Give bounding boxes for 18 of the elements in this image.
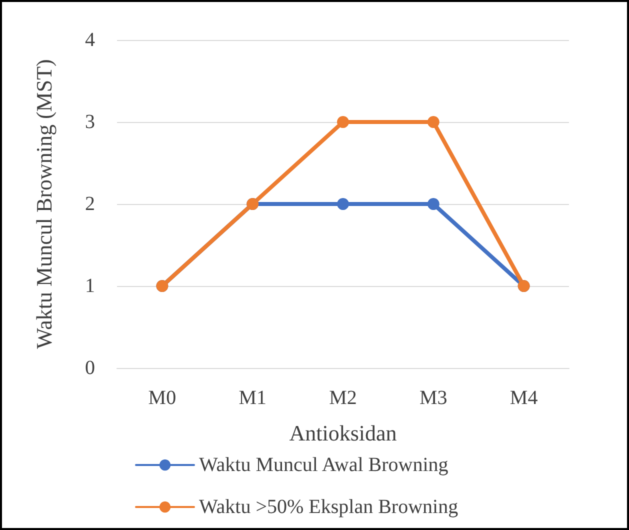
y-tick-label: 2 — [85, 193, 95, 215]
point — [337, 116, 349, 128]
x-tick-label: M2 — [329, 387, 357, 409]
x-tick-label: M3 — [420, 387, 448, 409]
y-tick-label: 4 — [85, 29, 95, 51]
legend-label: Waktu Muncul Awal Browning — [199, 454, 448, 476]
x-axis-title: Antioksidan — [289, 420, 397, 446]
x-tick-label: M4 — [510, 387, 538, 409]
point — [337, 198, 349, 210]
y-tick-label: 1 — [85, 275, 95, 297]
point — [427, 198, 440, 210]
legend-label: Waktu >50% Eksplan Browning — [199, 496, 458, 518]
point — [427, 116, 440, 128]
x-tick-label: M0 — [148, 387, 176, 409]
y-tick-label: 3 — [85, 111, 95, 133]
x-tick-label: M1 — [238, 387, 266, 409]
y-tick-label: 0 — [85, 357, 95, 379]
y-axis-title: Waktu Muncul Browning (MST) — [32, 59, 56, 349]
